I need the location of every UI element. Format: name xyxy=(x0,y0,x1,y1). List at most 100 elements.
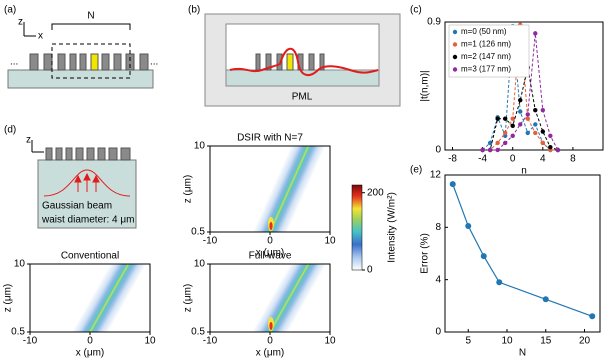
y-axis-label: |t(n,m)| xyxy=(420,70,431,101)
point xyxy=(548,133,553,138)
y-tick-label: 0.5 xyxy=(191,227,205,238)
hotspot xyxy=(269,322,273,330)
y-tick-label: 0 xyxy=(435,327,441,338)
x-tick-label: 5 xyxy=(465,336,471,347)
y-tick-label: 0.9 xyxy=(427,17,441,28)
y-tick-label: 0.5 xyxy=(11,327,25,338)
diagram-a: z x N ... ... xyxy=(7,11,158,89)
point xyxy=(525,112,530,117)
point xyxy=(465,223,472,230)
ellipsis: ... xyxy=(150,57,158,68)
y-tick-label: 0 xyxy=(435,145,441,156)
hotspot xyxy=(269,222,273,230)
x-tick-label: 10 xyxy=(144,336,156,347)
panel-label: (e) xyxy=(410,165,422,176)
legend-label: m=0 (50 nm) xyxy=(461,27,507,36)
point xyxy=(533,122,538,127)
series-line xyxy=(482,33,559,151)
point xyxy=(502,140,508,146)
point xyxy=(495,116,500,121)
x-tick-label: -8 xyxy=(448,154,457,165)
caption: Gaussian beam xyxy=(42,201,112,212)
panel-label: (c) xyxy=(410,5,422,16)
x-axis-label: N xyxy=(519,348,526,359)
x-axis-label: x (μm) xyxy=(76,348,105,359)
y-axis-label: Error (%) xyxy=(420,233,431,274)
count-label: N xyxy=(87,11,94,22)
y-axis-label: z (μm) xyxy=(183,284,194,313)
frame xyxy=(444,21,604,151)
beam xyxy=(251,264,327,332)
point xyxy=(540,107,546,113)
panel-label: (d) xyxy=(4,125,16,136)
y-axis-label: z (μm) xyxy=(183,175,194,204)
y-tick-label: 10 xyxy=(194,259,206,270)
x-tick-label: 4 xyxy=(540,154,546,165)
colorbar-tick-label: 200 xyxy=(367,187,384,198)
unit-box xyxy=(51,43,131,79)
y-tick-label: 0.5 xyxy=(191,327,205,338)
point xyxy=(540,140,546,146)
pml-label: PML xyxy=(292,92,313,103)
colorbar xyxy=(351,184,363,271)
x-axis-label: x (μm) xyxy=(256,348,285,359)
y-tick-label: 10 xyxy=(14,259,26,270)
y-tick-label: 12 xyxy=(430,170,442,181)
legend-marker xyxy=(452,29,458,35)
field-title: Full-wave xyxy=(249,251,292,262)
x-tick-label: -10 xyxy=(203,236,218,247)
x-tick-label: -4 xyxy=(478,154,487,165)
axis-label: x xyxy=(38,31,43,42)
x-tick-label: 15 xyxy=(540,336,552,347)
point xyxy=(496,279,503,286)
beam xyxy=(252,146,326,232)
y-tick-label: 4 xyxy=(435,274,441,285)
point xyxy=(487,147,493,153)
point xyxy=(502,130,508,136)
point xyxy=(548,144,553,150)
point xyxy=(510,133,515,138)
point xyxy=(510,116,515,121)
legend-label: m=2 (147 nm) xyxy=(461,52,511,61)
beam-profile xyxy=(43,169,131,197)
ellipsis: ... xyxy=(10,57,18,68)
x-tick-label: 8 xyxy=(570,154,576,165)
panel-label: (b) xyxy=(188,5,200,16)
point xyxy=(495,140,500,146)
caption: waist diameter: 4 μm xyxy=(41,215,134,226)
x-tick-label: 10 xyxy=(501,336,513,347)
x-tick-label: 10 xyxy=(324,336,336,347)
point xyxy=(510,123,515,129)
x-tick-label: -10 xyxy=(203,336,218,347)
beam xyxy=(71,264,147,332)
x-tick-label: 0 xyxy=(510,154,516,165)
diagram-b: PML xyxy=(204,13,401,107)
point xyxy=(525,116,530,121)
substrate xyxy=(7,69,154,89)
brace xyxy=(51,23,131,30)
x-tick-label: 20 xyxy=(579,336,591,347)
x-axis-label: n xyxy=(521,166,527,177)
legend-label: m=3 (177 nm) xyxy=(461,65,511,74)
legend xyxy=(448,24,530,78)
diagram-d: z x Gaussian beam waist diameter: 4 μm xyxy=(26,135,137,229)
legend-marker xyxy=(452,67,458,72)
pillars xyxy=(45,147,131,161)
point xyxy=(533,130,538,136)
x-axis-label: x (μm) xyxy=(256,248,285,259)
y-axis-label: z (μm) xyxy=(3,284,14,313)
x-tick-label: -10 xyxy=(23,336,38,347)
x-tick-label: 0 xyxy=(267,336,273,347)
field-title: DSIR with N=7 xyxy=(237,133,303,144)
field-profile xyxy=(229,47,379,76)
x-tick-label: 0 xyxy=(87,336,93,347)
point xyxy=(480,147,485,153)
pillars xyxy=(29,53,149,71)
point xyxy=(487,140,493,146)
point xyxy=(540,129,546,134)
colorbar-label: Intensity (W/m²) xyxy=(387,192,398,263)
y-tick-label: 10 xyxy=(194,141,206,152)
point xyxy=(589,313,596,320)
point xyxy=(518,98,523,103)
point xyxy=(542,296,549,303)
